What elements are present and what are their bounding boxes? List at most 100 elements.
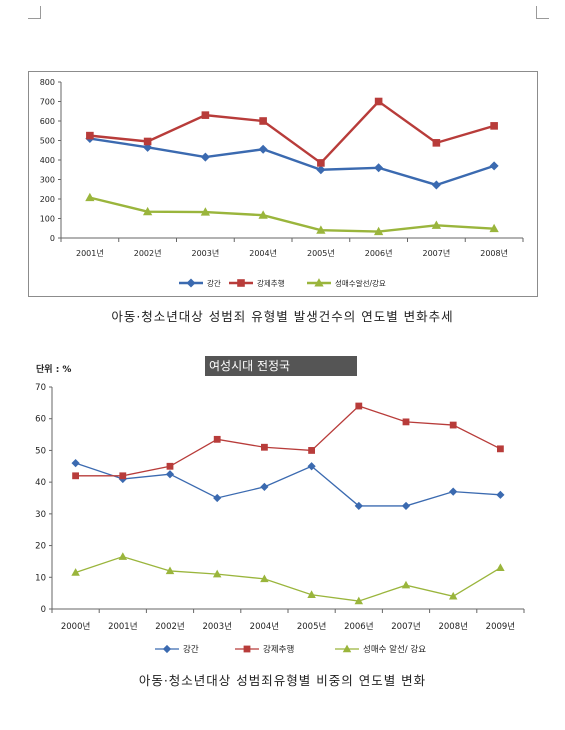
- series-line-3: [89, 196, 495, 233]
- x-tick-label: 2006년: [365, 248, 393, 258]
- data-point-series-1: [213, 493, 222, 503]
- data-point-series-2: [119, 472, 127, 480]
- series-line-2: [89, 99, 495, 165]
- data-point-series-2: [72, 472, 79, 480]
- data-point-series-1: [401, 501, 411, 511]
- data-point-series-3: [71, 568, 80, 576]
- x-tick-label: 2008년: [480, 248, 508, 258]
- y-tick-label: 30: [35, 510, 46, 520]
- y-tick-label: 50: [35, 446, 46, 456]
- crop-mark-top-left: [28, 6, 41, 19]
- y-tick-label: 10: [35, 573, 46, 583]
- data-point-series-2: [259, 117, 267, 125]
- data-point-series-3: [401, 580, 411, 589]
- legend-label-3: 성매수알선/강요: [335, 278, 386, 288]
- data-point-series-1: [489, 161, 499, 171]
- data-point-series-1: [496, 490, 505, 499]
- data-point-series-3: [448, 591, 458, 600]
- x-tick-label: 2004년: [250, 621, 279, 632]
- x-tick-label: 2002년: [155, 621, 184, 632]
- data-point-series-3: [260, 574, 269, 583]
- legend-marker-2: [237, 279, 245, 287]
- data-point-series-1: [258, 144, 268, 154]
- chart1-svg: 0 100 200 300 400 500 600 700 800 2001년 2002년 2003년…: [40, 78, 524, 288]
- y-tick-label: 600: [40, 117, 55, 126]
- x-tick-label: 2009년: [486, 621, 515, 632]
- data-point-series-2: [402, 418, 410, 426]
- legend-marker-2: [243, 645, 251, 653]
- chart1-frame: 0 100 200 300 400 500 600 700 800 2001년 2002년 2003년…: [28, 71, 538, 297]
- x-tick-label: 2007년: [391, 621, 420, 632]
- chart2-unit-label: 단위 : %: [36, 365, 72, 375]
- series-line-1: [89, 137, 495, 187]
- data-point-series-3: [258, 210, 268, 219]
- data-point-series-2: [432, 139, 441, 147]
- y-tick-label: 100: [40, 215, 55, 224]
- data-point-series-1: [260, 482, 269, 492]
- x-tick-label: 2000년: [61, 621, 90, 632]
- data-point-series-3: [85, 192, 95, 202]
- chart1-caption: 아동·청소년대상 성범죄 유형별 발생건수의 연도별 변화추세: [111, 309, 454, 324]
- data-point-series-2: [490, 122, 498, 130]
- x-tick-label: 2004년: [249, 248, 277, 258]
- data-point-series-1: [200, 152, 210, 162]
- legend-marker-3: [314, 278, 324, 287]
- data-point-series-1: [143, 142, 153, 152]
- data-point-series-1: [71, 459, 80, 468]
- data-point-series-3: [200, 207, 211, 216]
- data-point-series-1: [449, 487, 458, 496]
- y-tick-label: 0: [50, 234, 55, 243]
- series-line-1: [75, 462, 501, 507]
- y-tick-label: 700: [40, 98, 55, 107]
- series-line-3: [75, 555, 501, 602]
- data-point-series-3: [316, 225, 326, 234]
- legend-marker-3: [342, 644, 352, 653]
- chart2-caption: 아동·청소년대상 성범죄유형별 비중의 연도별 변화: [138, 673, 427, 688]
- x-tick-label: 2001년: [76, 248, 104, 258]
- data-point-series-3: [431, 220, 442, 229]
- data-point-series-3: [307, 590, 316, 598]
- data-point-series-1: [374, 163, 384, 173]
- x-tick-label: 2007년: [423, 248, 451, 258]
- legend-label-2: 강제추행: [263, 644, 294, 655]
- x-tick-label: 2002년: [134, 248, 162, 258]
- data-point-series-2: [374, 97, 383, 106]
- legend-label-3: 성매수 알선/ 강요: [363, 644, 426, 655]
- y-tick-label: 500: [40, 137, 55, 146]
- data-point-series-2: [166, 462, 174, 470]
- data-point-series-2: [497, 445, 504, 453]
- x-tick-label: 2003년: [192, 248, 220, 258]
- x-tick-label: 2001년: [108, 621, 137, 632]
- data-point-series-3: [373, 226, 384, 236]
- legend-label-1: 강간: [207, 278, 221, 288]
- data-point-series-2: [355, 402, 363, 410]
- legend-marker-1: [162, 644, 172, 654]
- legend-label-2: 강제추행: [257, 278, 285, 288]
- crop-mark-top-right: [536, 6, 549, 19]
- data-point-series-1: [431, 180, 441, 190]
- y-tick-label: 300: [40, 176, 55, 185]
- data-point-series-1: [354, 501, 363, 511]
- data-point-series-2: [317, 159, 325, 167]
- data-point-series-1: [307, 462, 316, 471]
- data-point-series-2: [213, 435, 221, 443]
- y-tick-label: 70: [35, 383, 46, 393]
- y-tick-label: 40: [35, 478, 46, 488]
- data-point-series-1: [165, 470, 175, 479]
- data-point-series-3: [165, 566, 175, 575]
- data-point-series-3: [496, 563, 505, 571]
- x-tick-label: 2003년: [202, 621, 231, 632]
- x-tick-label: 2008년: [438, 621, 467, 632]
- y-tick-label: 400: [40, 156, 55, 165]
- data-point-series-3: [118, 552, 128, 560]
- watermark-label: 여성시대 전정국: [205, 356, 357, 376]
- y-tick-label: 800: [40, 78, 55, 87]
- y-tick-label: 20: [35, 542, 46, 552]
- x-tick-label: 2005년: [297, 621, 326, 632]
- x-tick-label: 2005년: [307, 248, 335, 258]
- data-point-series-3: [354, 596, 364, 605]
- y-tick-label: 200: [40, 195, 55, 204]
- x-tick-label: 2006년: [344, 621, 373, 632]
- data-point-series-2: [261, 443, 268, 451]
- series-line-2: [75, 405, 501, 477]
